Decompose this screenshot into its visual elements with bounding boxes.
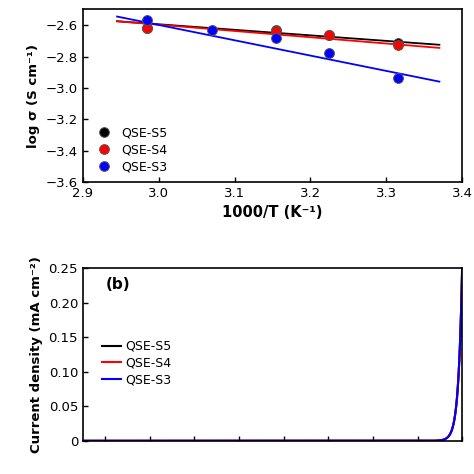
Point bbox=[326, 50, 333, 57]
Point bbox=[208, 26, 216, 34]
Point bbox=[326, 32, 333, 39]
X-axis label: 1000/T (K⁻¹): 1000/T (K⁻¹) bbox=[222, 205, 323, 220]
Y-axis label: log σ (S cm⁻¹): log σ (S cm⁻¹) bbox=[27, 44, 40, 148]
Legend: QSE-S5, QSE-S4, QSE-S3: QSE-S5, QSE-S4, QSE-S3 bbox=[89, 124, 171, 176]
Y-axis label: Current density (mA cm⁻²): Current density (mA cm⁻²) bbox=[30, 256, 43, 453]
Point bbox=[273, 26, 280, 34]
Point bbox=[394, 39, 401, 47]
Legend: QSE-S5, QSE-S4, QSE-S3: QSE-S5, QSE-S4, QSE-S3 bbox=[97, 335, 177, 392]
Point bbox=[273, 35, 280, 42]
Point bbox=[394, 41, 401, 48]
Point bbox=[144, 25, 151, 32]
Text: (b): (b) bbox=[106, 277, 130, 292]
Point bbox=[144, 16, 151, 24]
Point bbox=[273, 27, 280, 35]
Point bbox=[144, 25, 151, 32]
Point bbox=[326, 32, 333, 39]
Point bbox=[394, 74, 401, 82]
